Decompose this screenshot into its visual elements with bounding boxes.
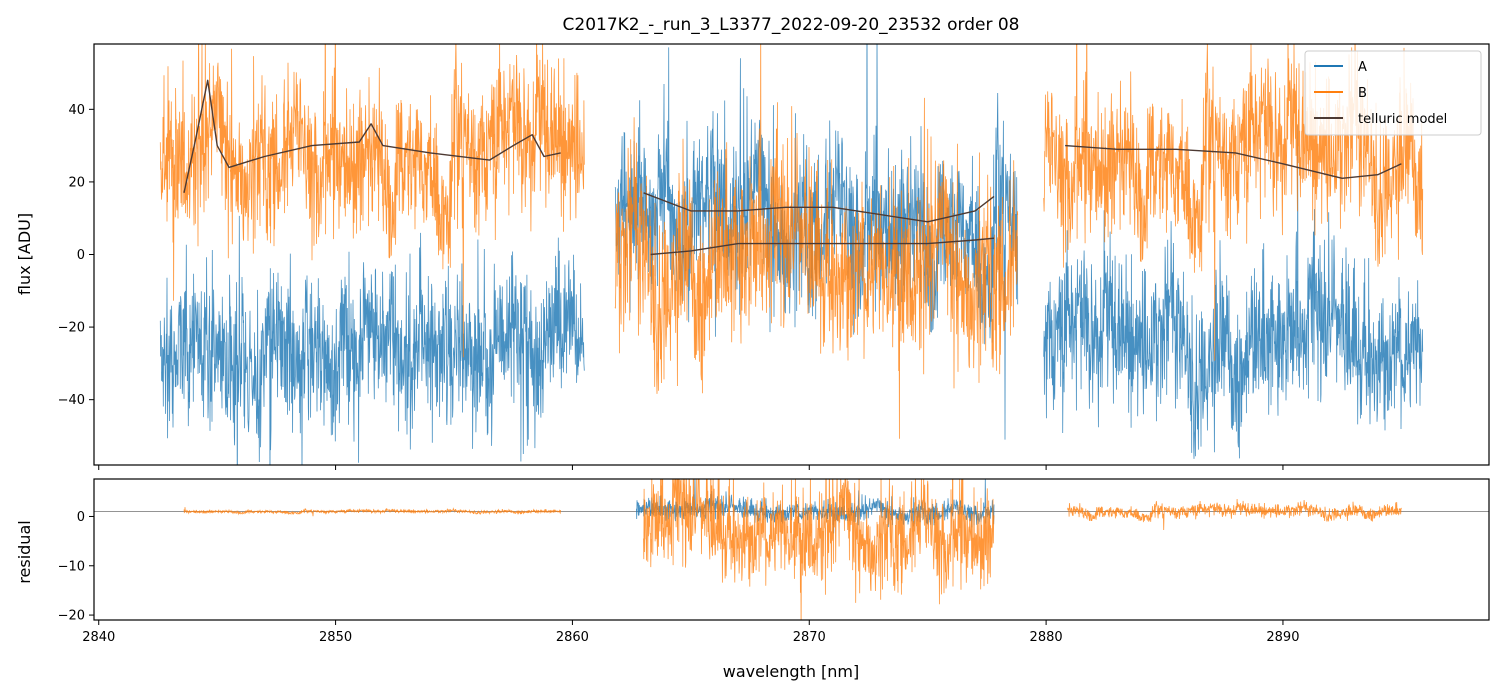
flux-y-ticks: −40 −20 0 20 40: [58, 103, 94, 408]
flux-y-tick-label-0: −40: [58, 393, 85, 408]
residual-y-tick-label-1: −10: [58, 559, 85, 574]
flux-plot-area: [159, 44, 1424, 465]
residual-y-tick-label-0: −20: [58, 609, 85, 624]
flux-series-a-segment-2: [1043, 125, 1424, 459]
residual-panel: −20 −10 0 2840 2850 2860 2870 2880 2890 residua…: [15, 478, 1490, 681]
residual-series-b-segment-0: [183, 507, 561, 517]
residual-x-tick-label-0: 2840: [82, 630, 115, 645]
telluric-model-line-2: [650, 237, 995, 256]
residual-x-tick-label-5: 2890: [1266, 630, 1299, 645]
legend-entry-a: A: [1358, 60, 1367, 75]
x-axis-label: wavelength [nm]: [723, 662, 860, 681]
telluric-model-line-1: [643, 192, 995, 223]
flux-panel: −40 −20 0 20 40 flux [ADU] A B telluric mode…: [15, 43, 1490, 470]
flux-x-ticks: [98, 465, 1284, 470]
flux-y-axis-label: flux [ADU]: [15, 213, 34, 295]
flux-series-a-segment-0: [159, 215, 585, 465]
legend: A B telluric model: [1304, 50, 1482, 136]
chart-title: C2017K2_-_run_3_L3377_2022-09-20_23532 o…: [563, 15, 1020, 35]
residual-x-tick-label-4: 2880: [1030, 630, 1063, 645]
residual-series-b-segment-1: [643, 479, 995, 620]
flux-y-tick-label-1: −20: [58, 321, 85, 336]
residual-series-b-segment-2: [1067, 498, 1402, 531]
telluric-model-line-0: [183, 79, 561, 193]
legend-entry-model: telluric model: [1358, 112, 1447, 127]
residual-y-ticks: −20 −10 0: [58, 510, 94, 624]
residual-x-ticks: 2840 2850 2860 2870 2880 2890: [82, 620, 1299, 645]
flux-series-a-segment-1: [614, 44, 1019, 440]
flux-series-b-segment-0: [159, 44, 585, 358]
flux-y-tick-label-2: 0: [77, 248, 85, 263]
telluric-model-line-3: [1065, 144, 1402, 179]
flux-y-tick-label-4: 40: [68, 103, 85, 118]
flux-series-b-segment-2: [1043, 44, 1424, 361]
residual-x-tick-label-1: 2850: [319, 630, 352, 645]
residual-plot-area: [94, 479, 1489, 620]
legend-entry-b: B: [1358, 86, 1367, 101]
residual-axes-frame: [93, 478, 1490, 621]
flux-series-b-segment-1: [614, 44, 1019, 439]
residual-y-tick-label-2: 0: [77, 510, 85, 525]
flux-y-tick-label-3: 20: [68, 175, 85, 190]
residual-x-tick-label-3: 2870: [793, 630, 826, 645]
residual-y-axis-label: residual: [15, 520, 34, 583]
legend-box: [1304, 50, 1482, 136]
residual-x-tick-label-2: 2860: [556, 630, 589, 645]
